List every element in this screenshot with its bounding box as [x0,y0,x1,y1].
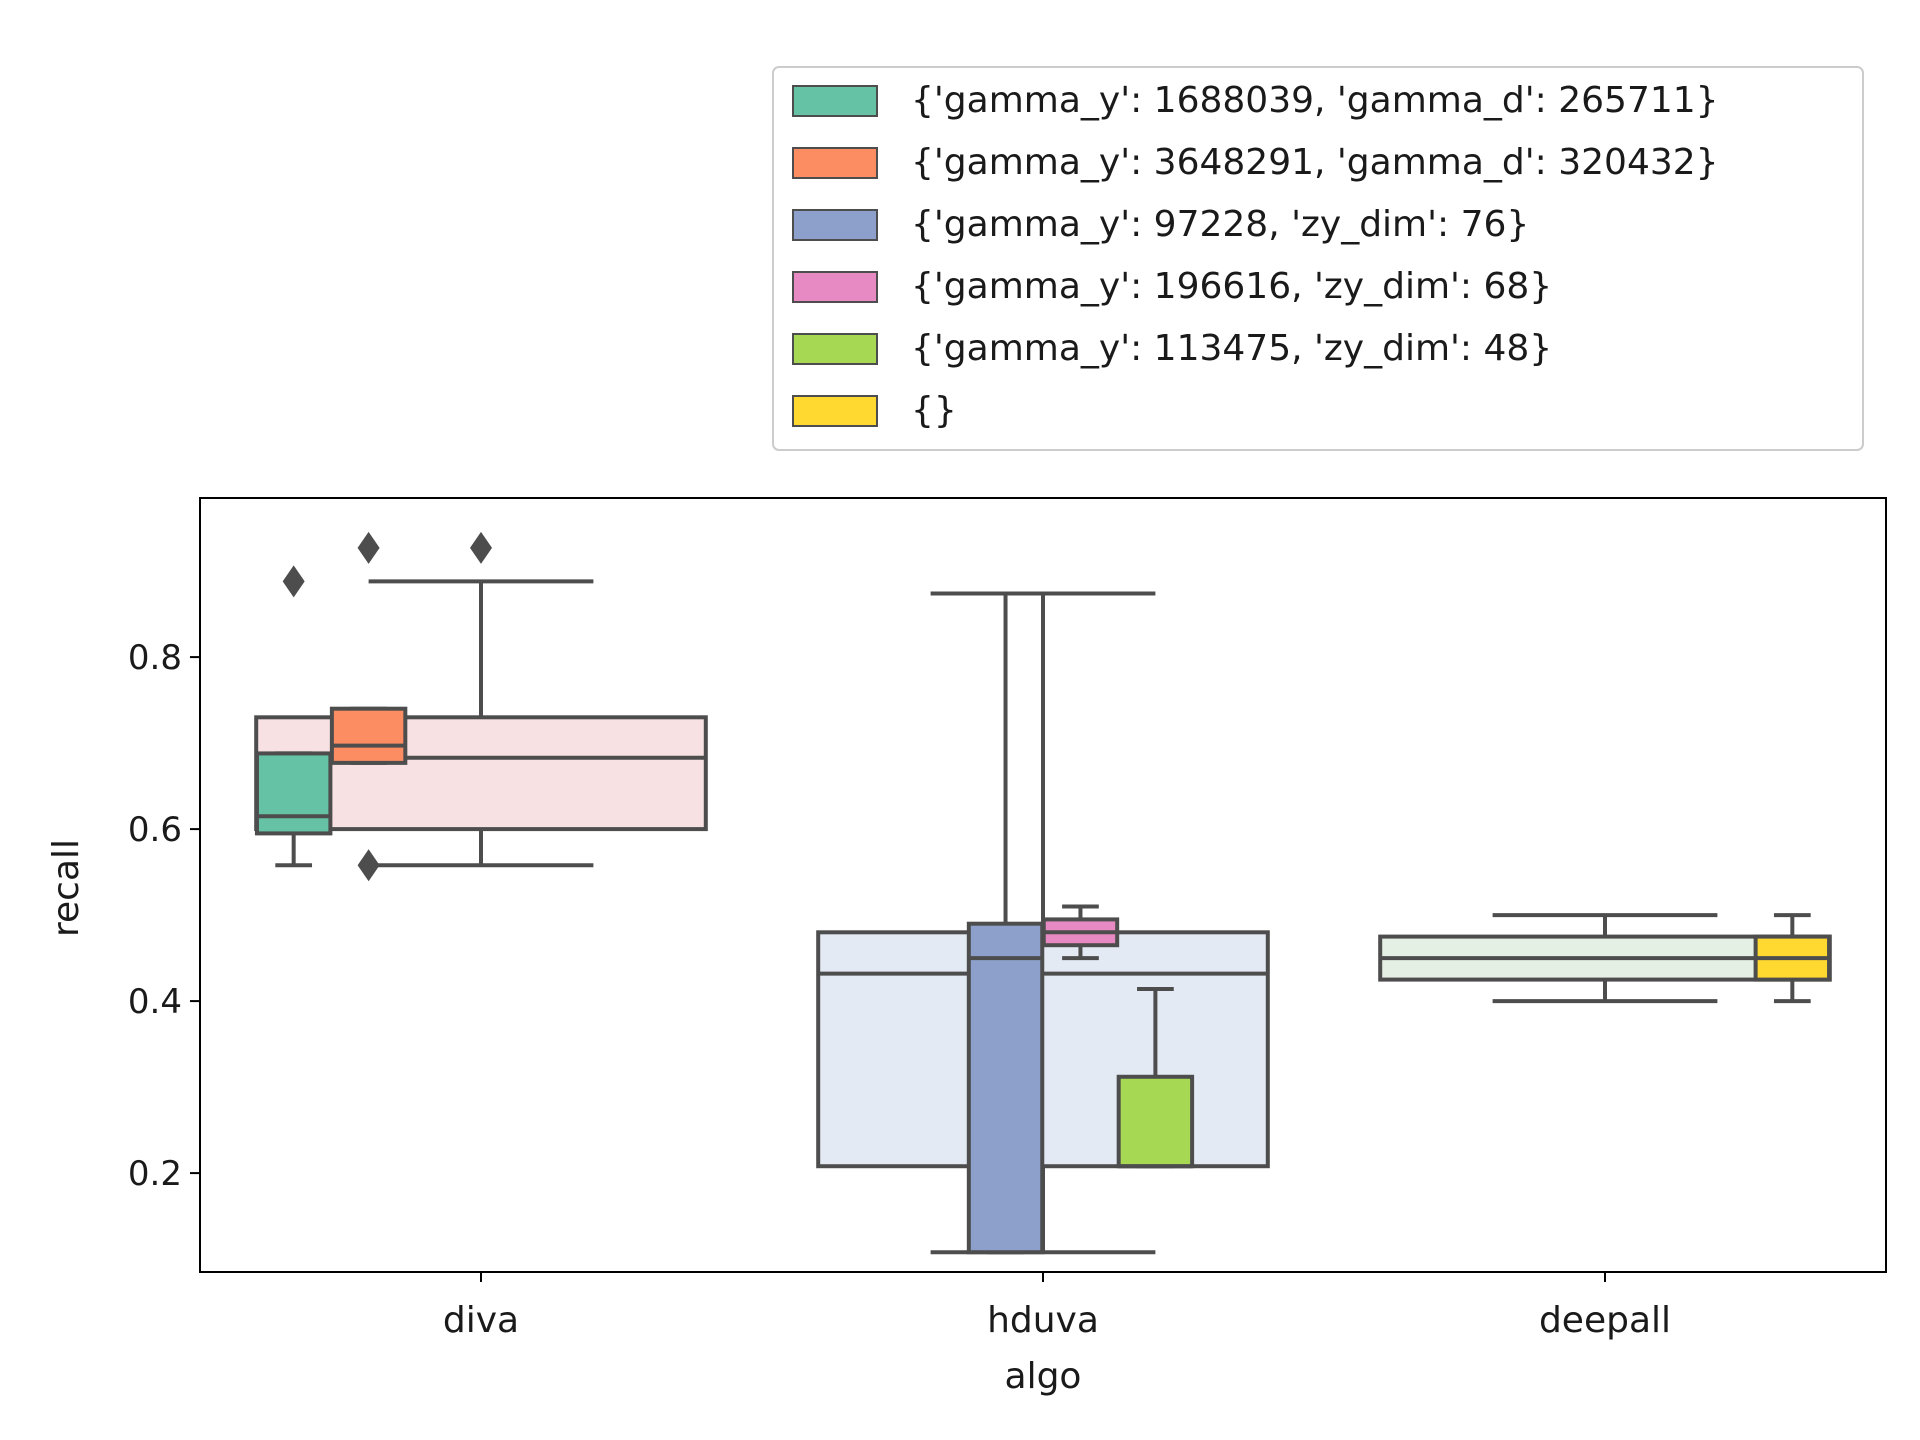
y-tick-label: 0.2 [128,1154,182,1194]
legend-swatch [792,271,878,303]
legend-label: {'gamma_y': 196616, 'zy_dim': 68} [911,266,1552,307]
x-tick-label-deepall: deepall [1539,1300,1671,1341]
legend-swatch [792,85,878,117]
legend-label: {'gamma_y': 3648291, 'gamma_d': 320432} [911,142,1719,183]
legend-item-1: {'gamma_y': 1688039, 'gamma_d': 265711} [792,80,1719,121]
x-axis-label: algo [1005,1356,1082,1397]
series-5-hduva-iqr [1116,1074,1195,1169]
legend-swatch [792,147,878,179]
series-6-deepall-box [1753,913,1832,1004]
series-2-diva-outlier [357,531,380,564]
series-3-hduva-iqr [966,921,1045,1255]
x-axis: diva hduva deepall [443,1272,1671,1341]
legend-item-2: {'gamma_y': 3648291, 'gamma_d': 320432} [792,142,1719,183]
series-2-diva-outlier [357,849,380,882]
legend-label: {'gamma_y': 97228, 'zy_dim': 76} [911,204,1529,245]
x-tick-label-diva: diva [443,1300,519,1341]
y-axis: 0.2 0.4 0.6 0.8 [128,638,200,1194]
y-tick-label: 0.8 [128,638,182,678]
legend-label: {'gamma_y': 113475, 'zy_dim': 48} [911,328,1552,369]
series-2-diva-box [329,531,408,882]
x-tick-label-hduva: hduva [987,1300,1099,1341]
aggregate-diva-outlier [470,531,492,564]
y-tick-label: 0.6 [128,810,182,850]
legend-item-4: {'gamma_y': 196616, 'zy_dim': 68} [792,266,1552,307]
legend-label: {'gamma_y': 1688039, 'gamma_d': 265711} [911,80,1719,121]
series-1-diva-box [254,565,333,868]
legend-item-3: {'gamma_y': 97228, 'zy_dim': 76} [792,204,1529,245]
y-axis-label: recall [46,839,87,937]
legend-swatch [792,395,878,427]
series-2-diva-iqr [329,706,408,765]
legend-frame [772,66,1864,451]
series-5-hduva-box [1116,987,1195,1169]
series-1-diva-iqr [254,751,333,836]
series-4-hduva-box [1041,904,1120,961]
series-3-hduva-box [966,591,1045,1255]
y-tick-label: 0.4 [128,982,182,1022]
legend-label: {} [911,390,957,431]
legend-swatch [792,209,878,241]
series-1-diva-outlier [282,565,305,598]
legend-item-5: {'gamma_y': 113475, 'zy_dim': 48} [792,328,1552,369]
series-boxes [254,531,1832,1255]
legend-item-6: {} [792,390,957,431]
legend-swatch [792,333,878,365]
legend: {'gamma_y': 1688039, 'gamma_d': 265711} {… [772,66,1864,451]
